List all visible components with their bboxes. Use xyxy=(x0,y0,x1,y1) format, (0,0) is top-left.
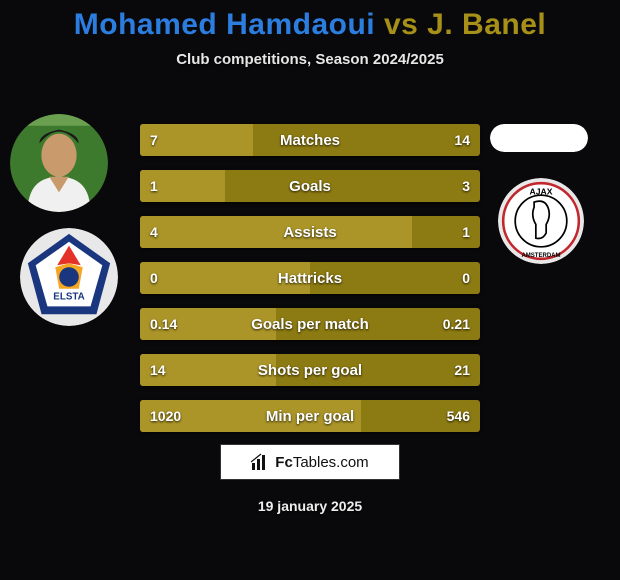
stat-value-right: 1 xyxy=(452,216,480,248)
svg-text:ELSTA: ELSTA xyxy=(53,292,84,303)
stats-panel: 714Matches13Goals41Assists00Hattricks0.1… xyxy=(140,124,480,446)
title-vs: vs xyxy=(375,8,427,41)
stat-value-left: 14 xyxy=(140,354,176,386)
stat-value-right: 0.21 xyxy=(433,308,480,340)
stat-value-right: 14 xyxy=(444,124,480,156)
brand-text: FcTables.com xyxy=(275,454,368,471)
stat-value-right: 3 xyxy=(452,170,480,202)
stat-value-right: 546 xyxy=(437,400,480,432)
country-flag xyxy=(490,124,588,152)
stat-value-left: 7 xyxy=(140,124,168,156)
stat-value-right: 21 xyxy=(444,354,480,386)
brand-box: FcTables.com xyxy=(220,444,400,480)
club-crest-ajax: AJAX AMSTERDAM xyxy=(498,178,584,264)
stat-row: 13Goals xyxy=(140,170,480,202)
stat-value-left: 0 xyxy=(140,262,168,294)
subtitle: Club competitions, Season 2024/2025 xyxy=(0,51,620,68)
club-crest-telstar: ELSTA xyxy=(20,228,118,326)
stat-value-right: 0 xyxy=(452,262,480,294)
player2-name: J. Banel xyxy=(427,8,546,41)
svg-text:AMSTERDAM: AMSTERDAM xyxy=(521,253,560,259)
stat-row: 0.140.21Goals per match xyxy=(140,308,480,340)
stat-fill-left xyxy=(140,216,412,248)
stat-row: 1020546Min per goal xyxy=(140,400,480,432)
stat-row: 41Assists xyxy=(140,216,480,248)
stat-value-left: 0.14 xyxy=(140,308,187,340)
page-title: Mohamed Hamdaoui vs J. Banel xyxy=(0,0,620,41)
stat-row: 714Matches xyxy=(140,124,480,156)
svg-text:AJAX: AJAX xyxy=(530,186,553,196)
player1-name: Mohamed Hamdaoui xyxy=(74,8,375,41)
stat-value-left: 1020 xyxy=(140,400,191,432)
chart-icon xyxy=(251,453,269,471)
player-photo xyxy=(10,114,108,212)
stat-row: 00Hattricks xyxy=(140,262,480,294)
date-label: 19 january 2025 xyxy=(0,498,620,514)
stat-value-left: 1 xyxy=(140,170,168,202)
stat-row: 1421Shots per goal xyxy=(140,354,480,386)
stat-value-left: 4 xyxy=(140,216,168,248)
